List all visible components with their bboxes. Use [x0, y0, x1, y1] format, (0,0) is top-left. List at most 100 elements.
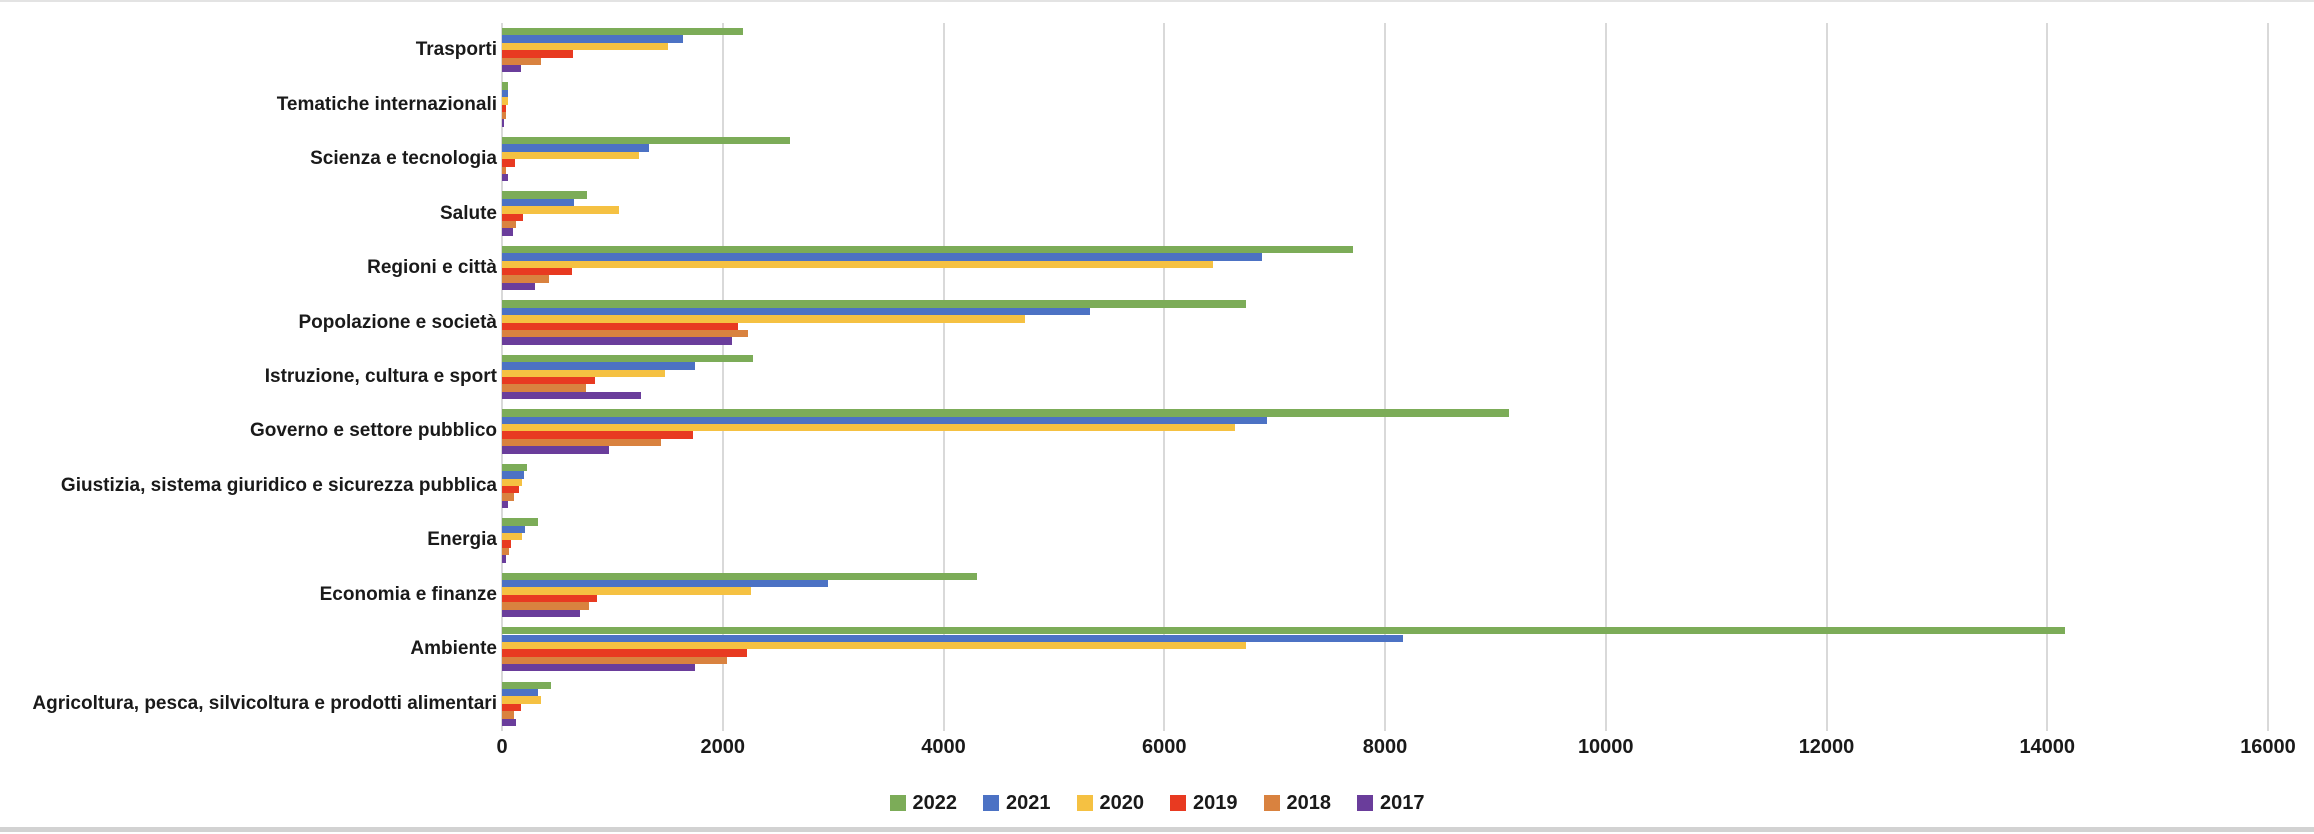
bar-2017	[502, 555, 506, 563]
legend-item-2021: 2021	[983, 792, 1051, 815]
bar-2017	[502, 664, 696, 672]
bar-2022	[502, 191, 587, 199]
bar-2022	[502, 245, 1353, 254]
bar-2018	[502, 656, 728, 665]
category-label: Scienza e tecnologia	[310, 148, 497, 170]
bar-2021	[502, 35, 683, 43]
bar-2020	[502, 696, 541, 704]
bar-2021	[502, 362, 696, 370]
x-tick-label: 6000	[1142, 736, 1187, 758]
plot-area	[501, 23, 2269, 731]
category-label: Ambiente	[410, 638, 497, 660]
bar-2019	[502, 213, 523, 221]
bar-2018	[502, 547, 509, 556]
bar-2018	[502, 493, 515, 501]
category-label: Trasporti	[415, 39, 497, 61]
bar-2022	[502, 136, 791, 145]
x-tick-label: 0	[496, 736, 508, 758]
legend-swatch-icon	[983, 795, 999, 811]
bar-2021	[502, 525, 526, 533]
gridline	[1825, 23, 1828, 731]
gridline	[1163, 23, 1166, 731]
legend-swatch-icon	[1076, 795, 1093, 811]
bar-2020	[502, 151, 639, 160]
bar-2021	[502, 634, 1403, 642]
x-tick-label: 16000	[2240, 736, 2296, 758]
bar-2019	[502, 104, 507, 113]
category-label: Agricoltura, pesca, silvicoltura e prodo…	[32, 692, 497, 714]
x-tick-label: 10000	[1577, 736, 1634, 758]
legend-item-2017: 2017	[1357, 792, 1425, 815]
bar-2018	[502, 275, 550, 283]
bar-2022	[502, 518, 539, 526]
category-label: Giustizia, sistema giuridico e sicurezza…	[60, 474, 497, 496]
bar-2020	[502, 587, 752, 595]
legend-label: 2017	[1380, 791, 1425, 814]
gridline	[1604, 23, 1607, 731]
category-label: Popolazione e società	[298, 311, 498, 333]
bar-2017	[502, 500, 508, 509]
bar-2017	[502, 173, 508, 182]
category-label: Istruzione, cultura e sport	[264, 366, 497, 387]
bar-2019	[502, 377, 595, 385]
category-label: Tematiche internazionali	[276, 93, 497, 115]
bar-2019	[502, 594, 597, 603]
category-label: Salute	[439, 202, 497, 224]
gridline	[721, 23, 724, 731]
bar-2019	[502, 322, 739, 330]
legend-label: 2021	[1006, 791, 1051, 814]
legend-label: 2019	[1193, 791, 1238, 814]
bar-2018	[502, 112, 507, 120]
bar-2018	[502, 384, 586, 392]
bar-2018	[502, 711, 515, 719]
bar-2021	[502, 471, 525, 479]
bar-2022	[502, 463, 528, 472]
legend-item-2018: 2018	[1263, 791, 1332, 815]
chart-frame-bottom-border	[0, 827, 2314, 832]
bar-2021	[502, 253, 1263, 261]
bar-2020	[502, 97, 508, 105]
bar-2021	[502, 307, 1091, 316]
legend-swatch-icon	[1170, 795, 1186, 811]
bar-2020	[502, 532, 522, 541]
legend-label: 2018	[1286, 791, 1332, 814]
bar-2021	[502, 198, 574, 207]
bar-2018	[502, 438, 661, 447]
bar-2018	[502, 221, 517, 229]
bar-2017	[502, 119, 504, 127]
bar-2022	[502, 300, 1246, 308]
bar-2022	[502, 82, 508, 90]
bar-2018	[502, 329, 749, 338]
bar-2020	[502, 260, 1213, 269]
bar-2019	[502, 703, 521, 712]
bar-2022	[502, 28, 743, 36]
bar-2019	[502, 431, 693, 439]
x-tick-label: 2000	[700, 736, 746, 758]
bar-2021	[502, 416, 1267, 425]
legend-label: 2022	[912, 791, 958, 814]
bar-2020	[502, 206, 619, 214]
bar-2020	[502, 315, 1026, 323]
gridline	[2267, 23, 2269, 731]
legend-item-2020: 2020	[1076, 792, 1144, 815]
legend-swatch-icon	[889, 795, 906, 811]
bar-2019	[502, 649, 748, 657]
gridline	[942, 23, 945, 731]
bar-2020	[502, 641, 1246, 650]
bar-2021	[502, 89, 508, 98]
bar-2020	[502, 42, 668, 51]
bar-2022	[502, 572, 977, 581]
bar-2019	[502, 50, 573, 58]
x-tick-label: 8000	[1362, 736, 1408, 758]
bar-2017	[502, 228, 514, 236]
bar-2018	[502, 602, 590, 610]
bar-2019	[502, 485, 519, 494]
bar-2022	[502, 409, 1509, 417]
category-label: Economia e finanze	[319, 583, 497, 605]
category-label: Energia	[427, 529, 497, 551]
bar-2017	[502, 718, 517, 726]
bar-2017	[502, 391, 642, 400]
bar-2019	[502, 268, 572, 276]
bar-2017	[502, 282, 536, 291]
